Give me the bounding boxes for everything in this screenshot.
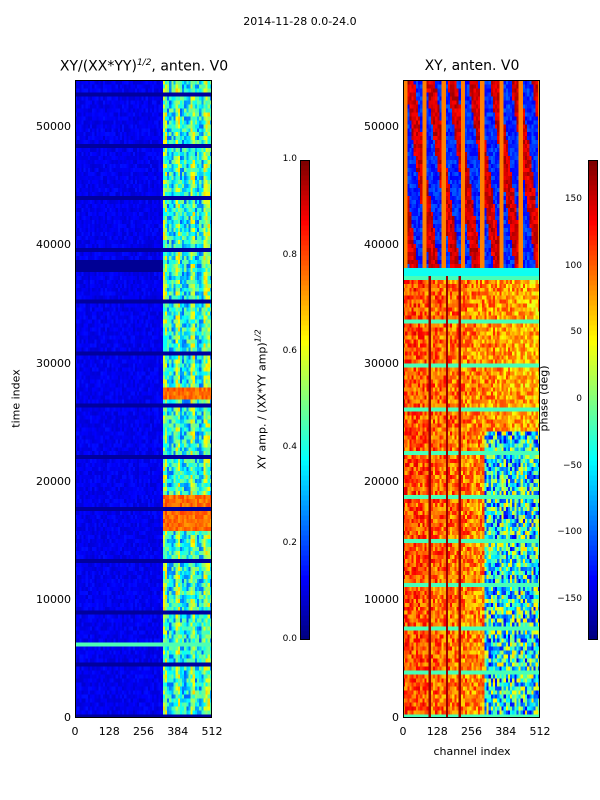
right-panel-title: XY, anten. V0 — [372, 58, 572, 74]
right-y-tick-label: 50000 — [339, 120, 399, 133]
right-heatmap-cells — [403, 80, 540, 718]
left-colorbar-gradient — [300, 160, 310, 640]
right-colorbar-tick-label: −150 — [522, 594, 582, 604]
left-colorbar-tick-label: 0.4 — [237, 442, 297, 452]
right-x-tick-label: 256 — [452, 725, 492, 738]
left-colorbar-tick-label: 0.0 — [237, 634, 297, 644]
left-colorbar-tick-label: 0.2 — [237, 538, 297, 548]
left-y-tick-label: 40000 — [11, 238, 71, 251]
left-y-tick-label: 20000 — [11, 475, 71, 488]
right-y-tick-label: 0 — [339, 711, 399, 724]
left-x-tick-label: 0 — [55, 725, 95, 738]
right-x-tick-label: 512 — [520, 725, 560, 738]
left-y-tick-label: 10000 — [11, 593, 71, 606]
left-heatmap-cells — [75, 80, 212, 718]
left-colorbar-label-exponent: 1/2 — [254, 329, 263, 342]
left-x-tick-label: 128 — [89, 725, 129, 738]
left-panel-title: XY/(XX*YY)1/2, anten. V0 — [24, 58, 264, 75]
right-x-tick-label: 0 — [383, 725, 423, 738]
left-heatmap-frame — [75, 80, 212, 718]
left-colorbar — [300, 160, 310, 640]
right-x-tick-label: 128 — [417, 725, 457, 738]
figure-suptitle: 2014-11-28 0.0-24.0 — [0, 15, 600, 28]
right-heatmap-frame — [403, 80, 540, 718]
left-x-tick-label: 384 — [158, 725, 198, 738]
right-y-tick-label: 20000 — [339, 475, 399, 488]
right-colorbar-gradient — [588, 160, 598, 640]
right-colorbar-tick-label: 100 — [522, 261, 582, 271]
left-y-tick-label: 50000 — [11, 120, 71, 133]
right-heatmap-phase — [403, 80, 540, 718]
left-title-tail: , anten. V0 — [151, 59, 228, 75]
left-colorbar-frame — [300, 160, 310, 640]
right-colorbar-tick-label: 0 — [522, 394, 582, 404]
right-y-tick-label: 10000 — [339, 593, 399, 606]
right-colorbar-frame — [588, 160, 598, 640]
right-colorbar-tick-label: −50 — [522, 461, 582, 471]
left-colorbar-tick-label: 0.8 — [237, 250, 297, 260]
left-y-tick-label: 0 — [11, 711, 71, 724]
right-x-tick-label: 384 — [486, 725, 526, 738]
left-y-axis-label: time index — [10, 359, 23, 439]
right-colorbar-tick-label: 150 — [522, 194, 582, 204]
left-title-exponent: 1/2 — [137, 58, 151, 68]
right-colorbar-tick-label: 50 — [522, 327, 582, 337]
right-colorbar-tick-label: −100 — [522, 527, 582, 537]
left-colorbar-label: XY amp. / (XX*YY amp)1/2 — [254, 299, 269, 499]
left-colorbar-tick-label: 0.6 — [237, 346, 297, 356]
left-x-tick-label: 512 — [192, 725, 232, 738]
left-x-tick-label: 256 — [124, 725, 164, 738]
right-colorbar — [588, 160, 598, 640]
left-heatmap-amplitude — [75, 80, 212, 718]
left-y-tick-label: 30000 — [11, 357, 71, 370]
right-y-tick-label: 40000 — [339, 238, 399, 251]
left-colorbar-tick-label: 1.0 — [237, 154, 297, 164]
right-y-tick-label: 30000 — [339, 357, 399, 370]
right-x-axis-label: channel index — [372, 745, 572, 758]
left-title-main: XY/(XX*YY) — [60, 59, 137, 75]
